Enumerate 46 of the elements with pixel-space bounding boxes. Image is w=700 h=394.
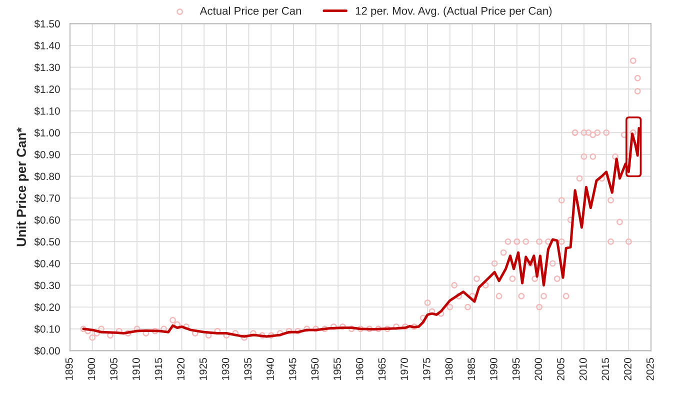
x-tick-label: 1960 <box>356 358 364 380</box>
x-tick-label: 1900 <box>88 358 96 380</box>
y-tick-label: $0.70 <box>34 194 60 203</box>
x-tick-label: 1985 <box>468 358 476 380</box>
x-tick-label: 1930 <box>222 358 230 380</box>
x-tick-label: 1975 <box>422 358 430 380</box>
y-tick-label: $1.30 <box>34 63 60 72</box>
x-tick-label: 1980 <box>445 358 453 380</box>
x-tick-label: 2025 <box>646 358 654 380</box>
x-tick-label: 1990 <box>490 358 498 380</box>
x-tick-label: 1910 <box>132 358 140 380</box>
x-tick-label: 1995 <box>512 358 520 380</box>
x-tick-label: 2010 <box>579 358 587 380</box>
y-tick-label: $1.00 <box>34 128 60 138</box>
y-axis-title: Unit Price per Can* <box>16 127 29 246</box>
y-tick-label: $0.60 <box>34 216 60 224</box>
y-tick-label: $0.20 <box>34 303 60 312</box>
legend-label: Actual Price per Can <box>200 6 302 17</box>
x-tick-label: 1895 <box>65 358 73 380</box>
x-tick-label: 1915 <box>154 358 162 380</box>
x-tick-label: 1965 <box>378 358 386 380</box>
y-tick-label: $0.80 <box>34 172 60 181</box>
x-tick-label: 1935 <box>244 358 252 380</box>
x-tick-label: 1940 <box>266 358 274 380</box>
legend-label: 12 per. Mov. Avg. (Actual Price per Can) <box>356 6 552 17</box>
y-tick-label: $0.10 <box>34 324 60 334</box>
x-tick-label: 1970 <box>400 358 408 380</box>
y-tick-label: $0.30 <box>34 281 60 290</box>
x-tick-label: 1945 <box>288 358 296 380</box>
x-tick-label: 1925 <box>199 358 207 380</box>
y-tick-label: $1.10 <box>34 106 60 116</box>
y-tick-label: $1.50 <box>34 20 60 28</box>
x-tick-label: 2000 <box>534 358 542 380</box>
x-tick-label: 2015 <box>602 358 610 380</box>
y-tick-label: $0.40 <box>34 260 60 268</box>
y-tick-label: $0.90 <box>34 150 60 159</box>
x-tick-label: 1955 <box>334 358 341 380</box>
y-tick-label: $0.00 <box>34 346 60 356</box>
x-tick-label: 1905 <box>110 358 118 380</box>
y-tick-label: $1.20 <box>34 85 60 94</box>
x-tick-label: 2020 <box>624 358 632 380</box>
y-tick-label: $0.50 <box>34 238 60 246</box>
x-tick-label: 1920 <box>177 358 185 380</box>
y-tick-label: $1.40 <box>34 42 60 50</box>
x-tick-label: 2005 <box>557 358 564 380</box>
x-tick-label: 1950 <box>311 358 319 380</box>
